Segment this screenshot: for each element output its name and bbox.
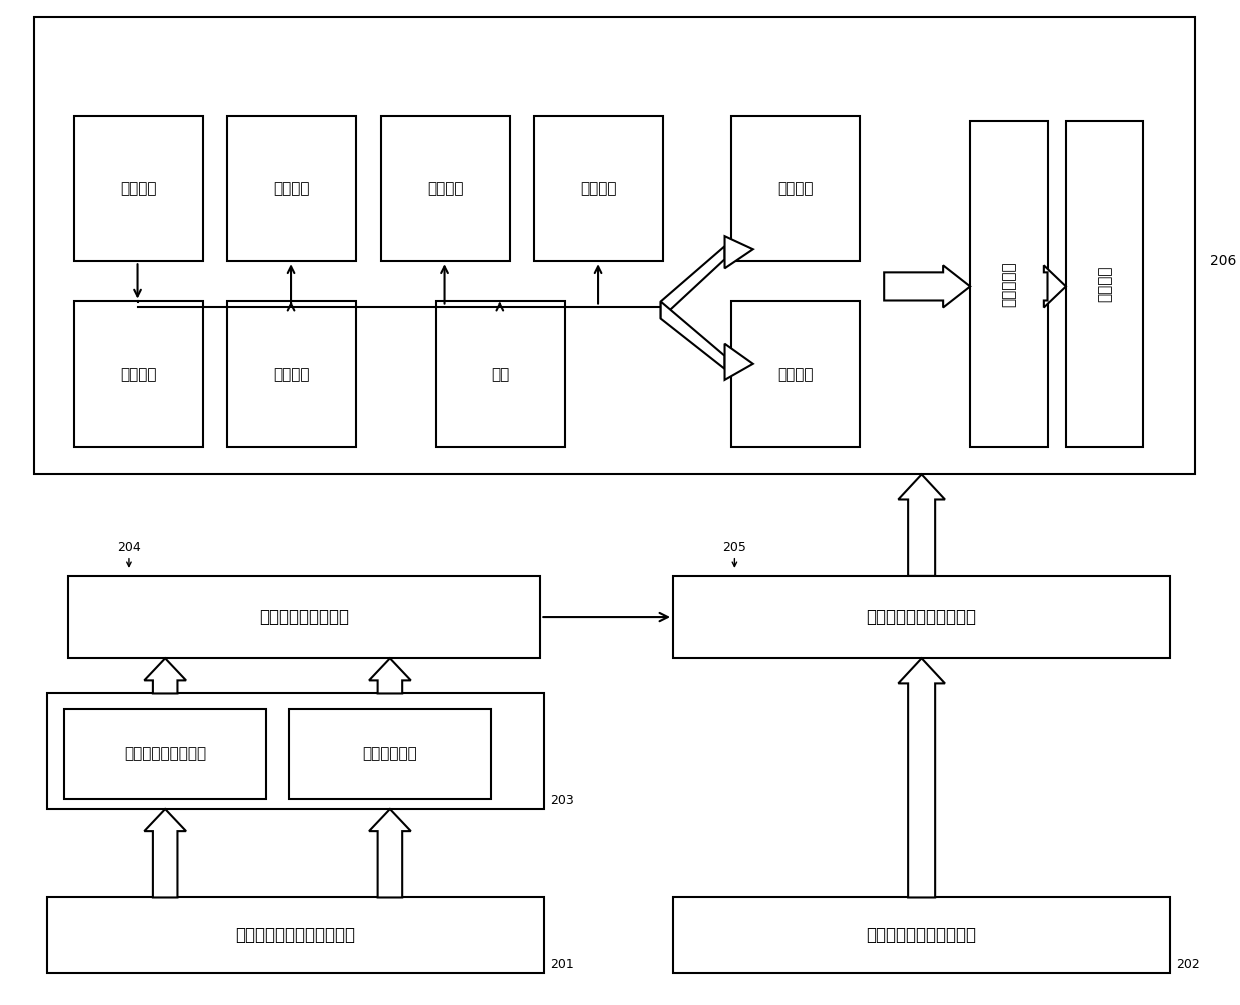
Bar xyxy=(47,897,544,973)
Text: 概率分析: 概率分析 xyxy=(777,181,813,196)
Bar xyxy=(73,116,202,261)
Bar xyxy=(673,576,1171,658)
Bar xyxy=(47,693,544,809)
Text: 缺陷数据机构化模块: 缺陷数据机构化模块 xyxy=(259,608,348,626)
Bar xyxy=(67,576,541,658)
Polygon shape xyxy=(898,658,945,897)
Text: 占比分析: 占比分析 xyxy=(777,367,813,382)
Polygon shape xyxy=(144,658,186,693)
Bar xyxy=(534,116,663,261)
Polygon shape xyxy=(898,474,945,576)
Text: 输电设备缺陷离散数据模块: 输电设备缺陷离散数据模块 xyxy=(236,927,356,944)
Polygon shape xyxy=(370,658,410,693)
Text: 203: 203 xyxy=(551,794,574,807)
Text: 处理措施: 处理措施 xyxy=(580,181,618,196)
Text: 缺陷部位: 缺陷部位 xyxy=(120,181,156,196)
Text: 202: 202 xyxy=(1177,958,1200,971)
Bar xyxy=(227,116,356,261)
Bar xyxy=(381,116,510,261)
Text: 厂家: 厂家 xyxy=(491,367,510,382)
Bar xyxy=(227,302,356,447)
Polygon shape xyxy=(1044,265,1066,308)
Polygon shape xyxy=(661,246,724,319)
Text: 自动化融合聚类单元: 自动化融合聚类单元 xyxy=(124,747,206,761)
Text: 缺陷原因: 缺陷原因 xyxy=(427,181,464,196)
Polygon shape xyxy=(724,236,753,268)
Polygon shape xyxy=(370,809,410,897)
Text: 缺陷设备: 缺陷设备 xyxy=(120,367,156,382)
Text: 206: 206 xyxy=(1209,254,1236,268)
Text: 设备缺陷及资产聚类模块: 设备缺陷及资产聚类模块 xyxy=(867,608,977,626)
Text: 204: 204 xyxy=(117,541,140,554)
Bar xyxy=(730,302,859,447)
Bar xyxy=(673,897,1171,973)
Text: 205: 205 xyxy=(722,541,746,554)
Bar xyxy=(35,17,1195,474)
Polygon shape xyxy=(724,344,753,380)
Text: 缺陷表象: 缺陷表象 xyxy=(273,181,310,196)
Polygon shape xyxy=(144,809,186,897)
Text: 设备型号: 设备型号 xyxy=(273,367,310,382)
Bar xyxy=(289,709,491,799)
Bar xyxy=(436,302,565,447)
Bar xyxy=(730,116,859,261)
Polygon shape xyxy=(661,302,724,369)
Text: 辅助决策: 辅助决策 xyxy=(1097,265,1112,303)
Bar xyxy=(73,302,202,447)
Text: 201: 201 xyxy=(551,958,574,971)
Text: 群集缺陷库: 群集缺陷库 xyxy=(1002,261,1017,307)
Polygon shape xyxy=(884,265,970,308)
Bar xyxy=(1066,121,1143,447)
Text: 变电设备资产类数据模块: 变电设备资产类数据模块 xyxy=(867,927,977,944)
Bar xyxy=(970,121,1048,447)
Text: 人工聚类单元: 人工聚类单元 xyxy=(362,747,418,761)
Bar xyxy=(63,709,267,799)
